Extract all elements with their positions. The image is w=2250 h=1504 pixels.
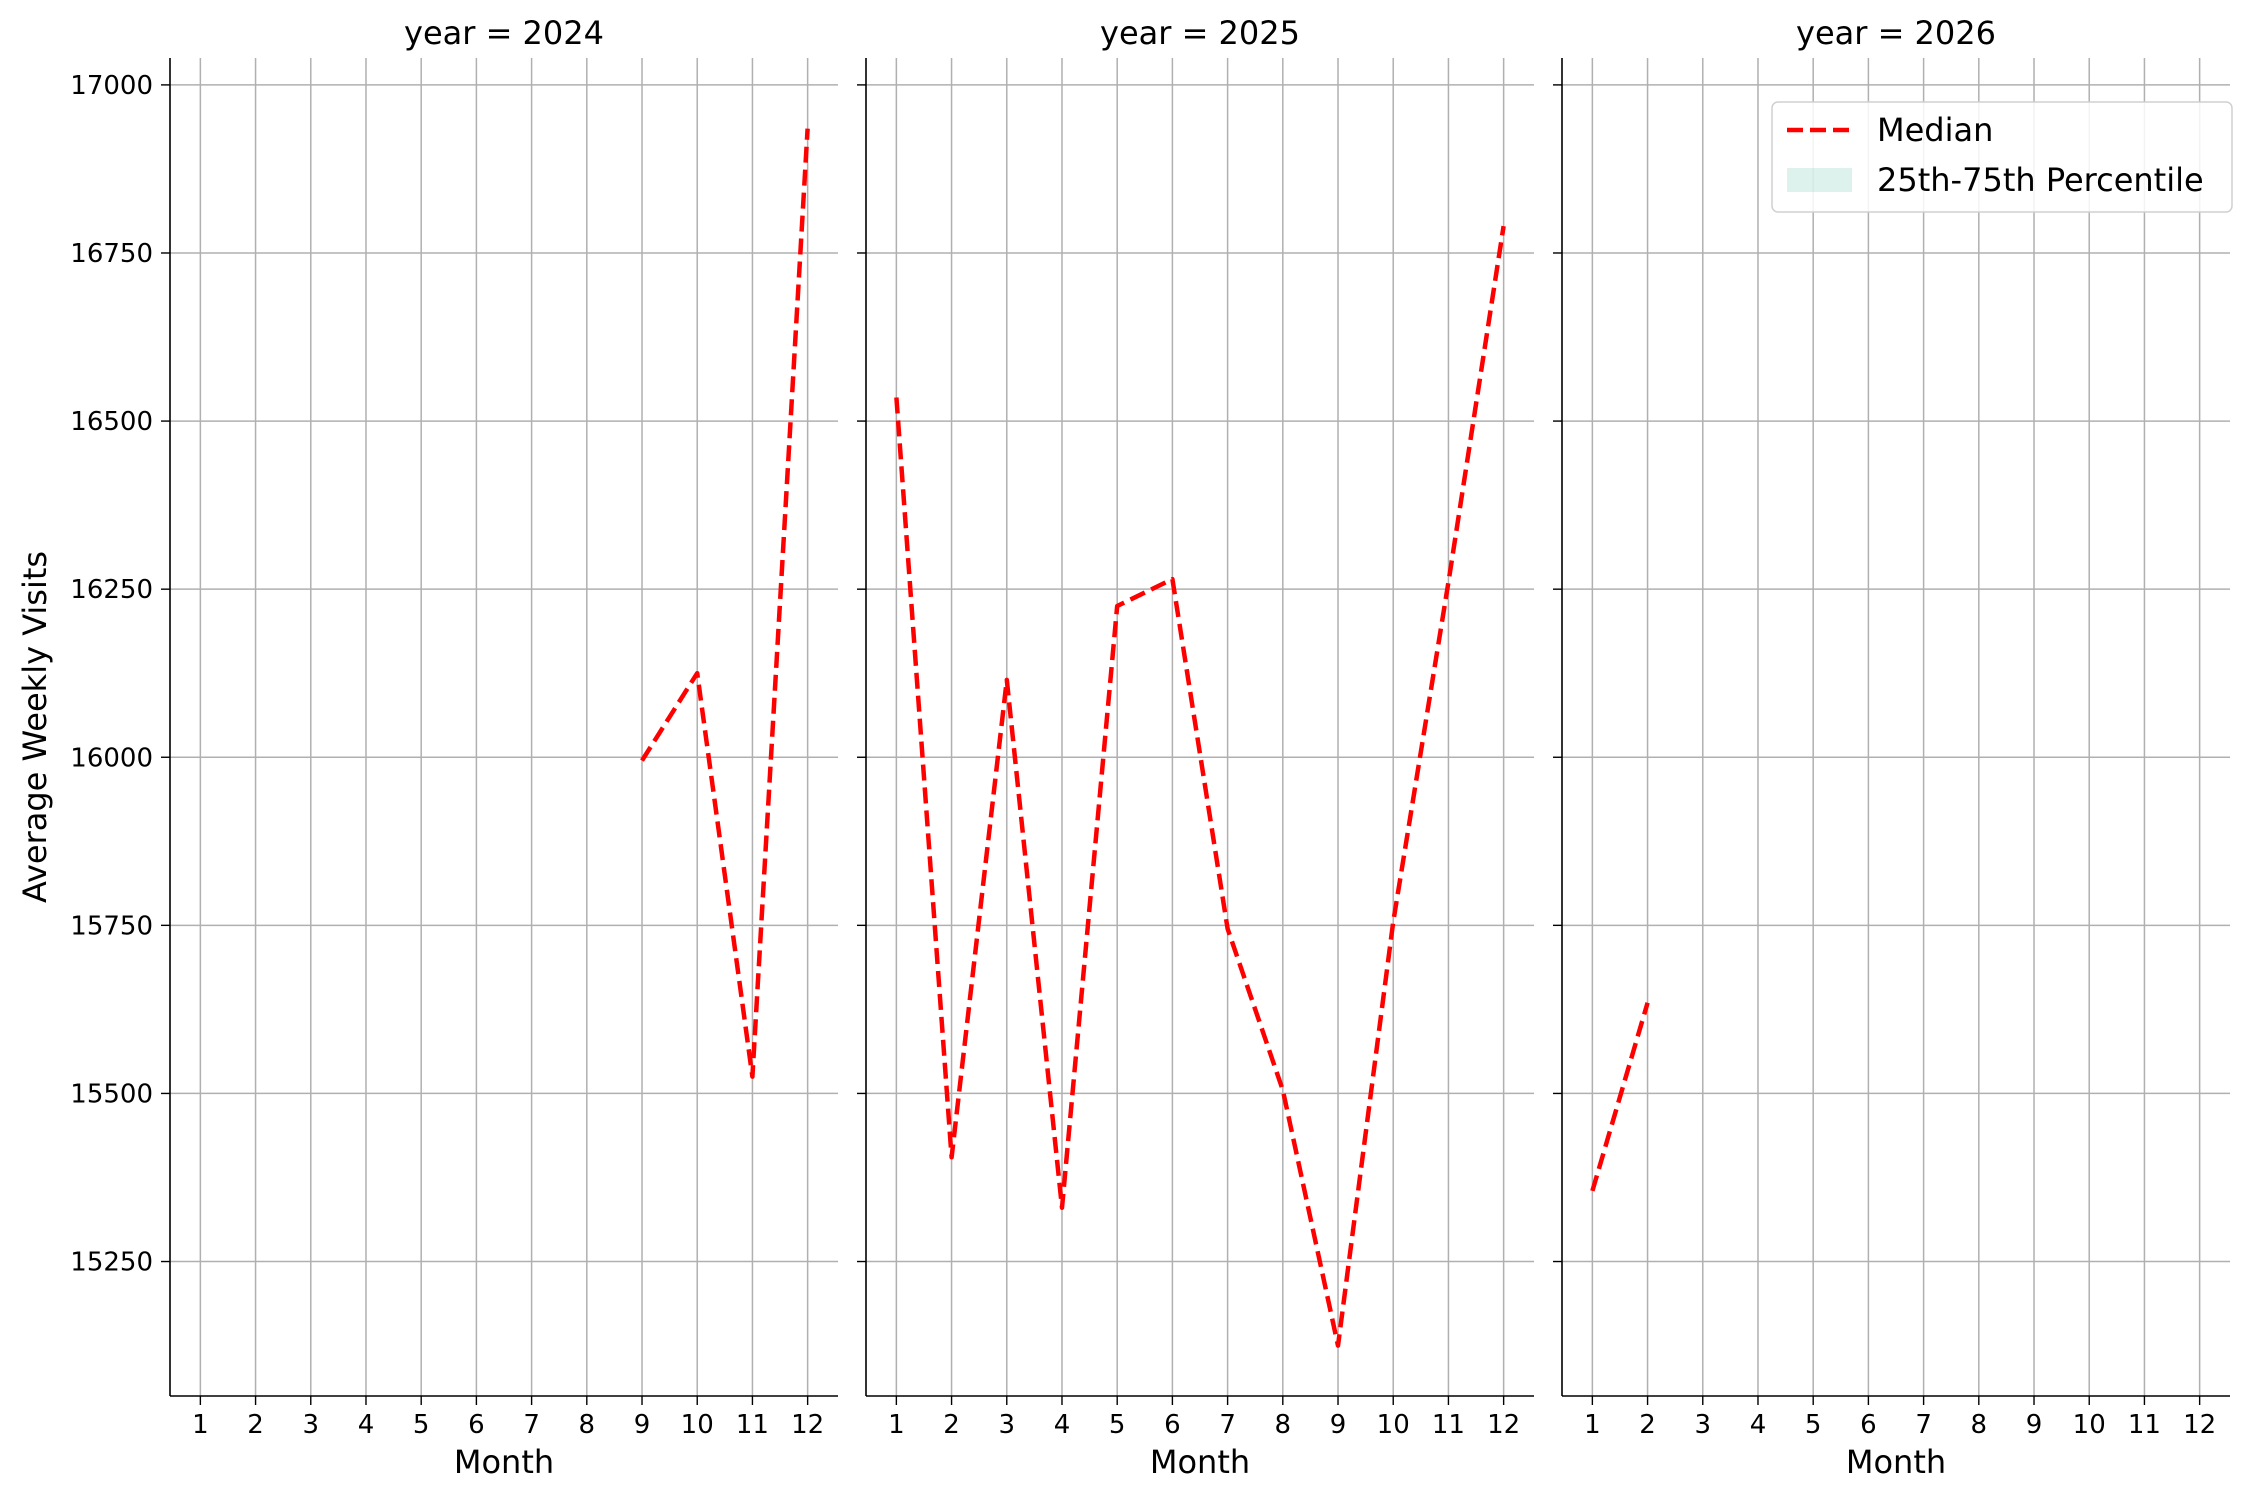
x-tick-label: 2: [1639, 1410, 1656, 1440]
x-tick-label: 8: [579, 1410, 596, 1440]
y-tick-label: 16000: [70, 743, 153, 773]
y-tick-label: 16250: [70, 575, 153, 605]
x-tick-label: 10: [1377, 1410, 1410, 1440]
x-tick-label: 12: [2183, 1410, 2216, 1440]
x-tick-label: 2: [247, 1410, 264, 1440]
x-tick-label: 3: [999, 1410, 1016, 1440]
x-tick-label: 10: [2073, 1410, 2106, 1440]
x-axis-label: Month: [454, 1443, 554, 1481]
x-axis-label: Month: [1150, 1443, 1250, 1481]
x-tick-label: 3: [303, 1410, 320, 1440]
x-tick-label: 6: [468, 1410, 485, 1440]
x-tick-label: 8: [1971, 1410, 1988, 1440]
legend-band-label: 25th-75th Percentile: [1877, 161, 2204, 199]
x-tick-label: 5: [413, 1410, 430, 1440]
x-tick-label: 5: [1109, 1410, 1126, 1440]
x-tick-label: 5: [1805, 1410, 1822, 1440]
x-tick-label: 1: [192, 1410, 209, 1440]
legend-band-swatch: [1787, 168, 1852, 192]
x-tick-label: 1: [1584, 1410, 1601, 1440]
x-tick-label: 12: [791, 1410, 824, 1440]
x-tick-label: 9: [634, 1410, 651, 1440]
x-tick-label: 7: [1915, 1410, 1932, 1440]
x-tick-label: 10: [681, 1410, 714, 1440]
panel-title: year = 2024: [404, 14, 604, 52]
x-tick-label: 11: [736, 1410, 769, 1440]
x-axis-label: Month: [1846, 1443, 1946, 1481]
panel-title: year = 2026: [1796, 14, 1996, 52]
x-tick-label: 3: [1695, 1410, 1712, 1440]
x-tick-label: 8: [1275, 1410, 1292, 1440]
median-line: [1592, 1003, 1647, 1191]
x-tick-label: 2: [943, 1410, 960, 1440]
x-tick-label: 1: [888, 1410, 905, 1440]
legend-median-label: Median: [1877, 111, 1993, 149]
x-tick-label: 7: [1219, 1410, 1236, 1440]
median-line: [642, 129, 808, 1077]
x-tick-label: 6: [1164, 1410, 1181, 1440]
x-tick-label: 9: [2026, 1410, 2043, 1440]
y-axis-label: Average Weekly Visits: [16, 551, 54, 903]
x-tick-label: 6: [1860, 1410, 1877, 1440]
y-tick-label: 16500: [70, 407, 153, 437]
y-tick-label: 15750: [70, 911, 153, 941]
x-tick-label: 11: [2128, 1410, 2161, 1440]
x-tick-label: 4: [1750, 1410, 1767, 1440]
x-tick-label: 7: [523, 1410, 540, 1440]
median-line: [896, 226, 1503, 1346]
x-tick-label: 12: [1487, 1410, 1520, 1440]
y-tick-label: 16750: [70, 239, 153, 269]
y-tick-label: 15250: [70, 1248, 153, 1278]
panel-title: year = 2025: [1100, 14, 1300, 52]
x-tick-label: 11: [1432, 1410, 1465, 1440]
x-tick-label: 4: [1054, 1410, 1071, 1440]
y-tick-label: 15500: [70, 1079, 153, 1109]
y-tick-label: 17000: [70, 71, 153, 101]
x-tick-label: 4: [358, 1410, 375, 1440]
x-tick-label: 9: [1330, 1410, 1347, 1440]
